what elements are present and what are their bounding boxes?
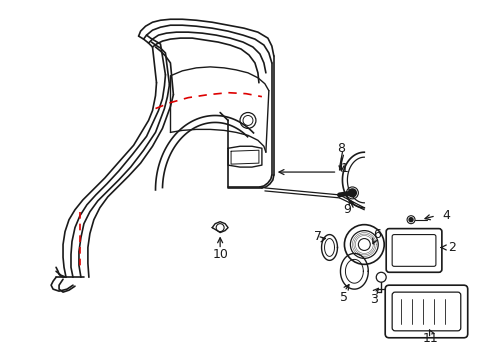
Circle shape bbox=[408, 218, 412, 222]
Text: 8: 8 bbox=[337, 142, 345, 155]
FancyBboxPatch shape bbox=[391, 235, 435, 266]
Circle shape bbox=[347, 189, 356, 197]
Text: 5: 5 bbox=[340, 291, 348, 303]
FancyBboxPatch shape bbox=[391, 292, 460, 331]
Text: 6: 6 bbox=[372, 228, 381, 241]
Text: 10: 10 bbox=[212, 248, 227, 261]
Text: 3: 3 bbox=[369, 293, 377, 306]
Text: 1: 1 bbox=[340, 162, 347, 175]
FancyBboxPatch shape bbox=[386, 229, 441, 272]
Text: 2: 2 bbox=[447, 241, 455, 254]
Text: 4: 4 bbox=[441, 209, 449, 222]
FancyBboxPatch shape bbox=[385, 285, 467, 338]
Text: 7: 7 bbox=[313, 230, 321, 243]
Text: 9: 9 bbox=[343, 203, 351, 216]
Text: 11: 11 bbox=[422, 332, 438, 345]
